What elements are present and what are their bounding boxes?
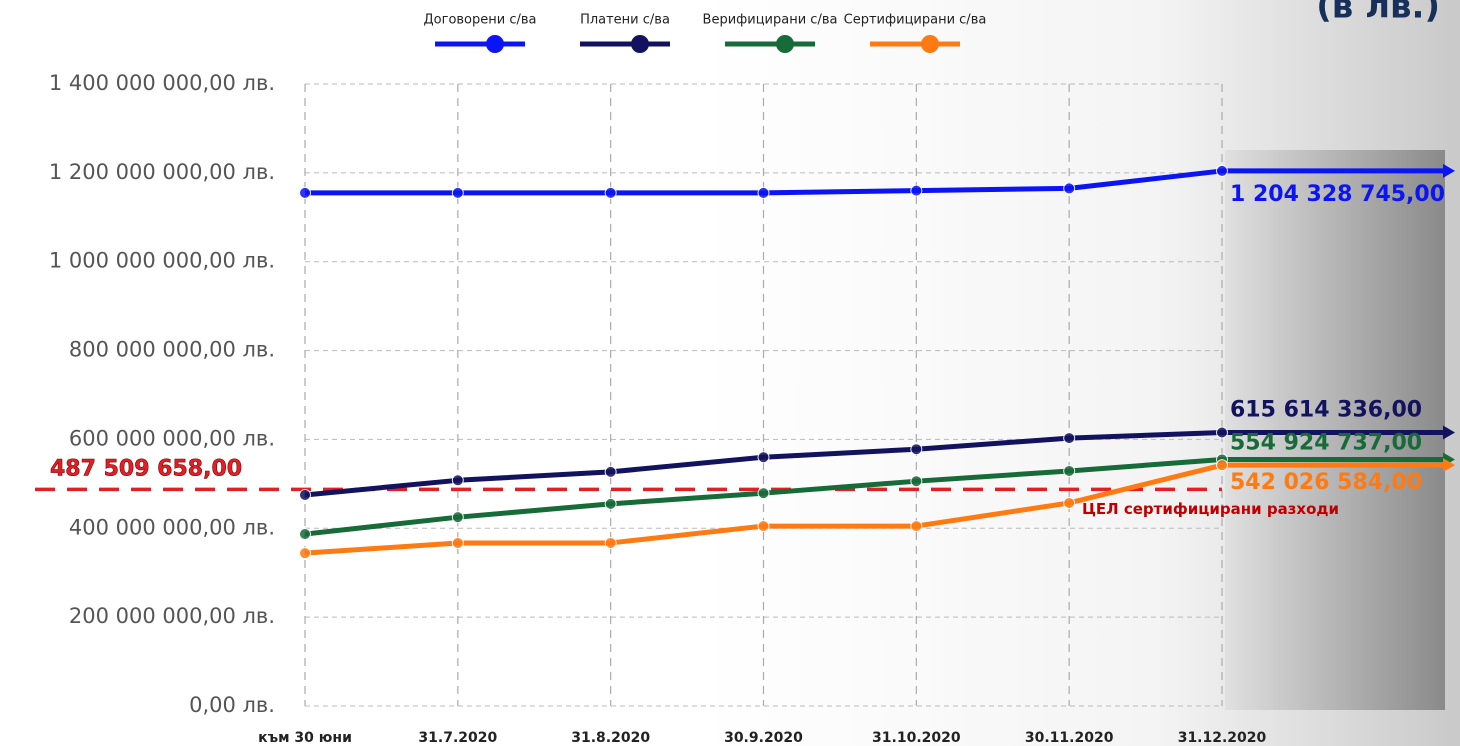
- series-arrow-head: [1443, 163, 1455, 178]
- x-tick-label: 31.10.2020: [872, 730, 961, 746]
- x-tick-label: към 30 юни: [258, 730, 352, 746]
- data-point: [1063, 182, 1076, 195]
- data-point: [604, 497, 617, 510]
- series-arrow-head: [1443, 425, 1455, 440]
- data-point: [451, 536, 464, 549]
- y-tick-label: 400 000 000,00 лв.: [69, 515, 275, 539]
- target-name: ЦЕЛ сертифицирани разходи: [1082, 500, 1339, 518]
- legend-marker: [631, 35, 649, 53]
- value-label: 1 204 328 745,00: [1230, 182, 1445, 207]
- data-point: [1063, 496, 1076, 509]
- data-point: [451, 511, 464, 524]
- y-tick-label: 1 200 000 000,00 лв.: [49, 160, 275, 184]
- data-point: [1063, 432, 1076, 445]
- y-tick-label: 800 000 000,00 лв.: [69, 338, 275, 362]
- data-point: [299, 488, 311, 501]
- value-label: 554 924 737,00: [1230, 430, 1422, 455]
- y-tick-label: 1 000 000 000,00 лв.: [49, 249, 275, 273]
- data-point: [604, 186, 617, 199]
- data-point: [910, 443, 923, 456]
- legend-label: Сертифицирани с/ва: [844, 13, 987, 28]
- data-point: [299, 528, 311, 541]
- data-point: [1216, 164, 1228, 177]
- x-tick-label: 31.7.2020: [418, 730, 497, 746]
- data-point: [1216, 459, 1228, 472]
- legend-label: Верифицирани с/ва: [703, 13, 838, 28]
- data-point: [757, 451, 770, 464]
- y-tick-label: 600 000 000,00 лв.: [69, 426, 275, 450]
- data-point: [910, 184, 923, 197]
- chart-title: (в лв.): [1316, 0, 1440, 27]
- legend-label: Договорени с/ва: [424, 13, 537, 28]
- data-point: [299, 186, 311, 199]
- x-tick-label: 30.11.2020: [1025, 730, 1114, 746]
- data-point: [451, 186, 464, 199]
- legend-marker: [921, 35, 939, 53]
- value-label: 542 026 584,00: [1230, 470, 1422, 495]
- legend-marker: [776, 35, 794, 53]
- data-point: [757, 186, 770, 199]
- legend-label: Платени с/ва: [580, 13, 670, 28]
- x-tick-label: 31.8.2020: [571, 730, 650, 746]
- data-point: [451, 474, 464, 487]
- data-point: [299, 547, 311, 560]
- y-tick-label: 0,00 лв.: [189, 693, 275, 717]
- data-point: [604, 536, 617, 549]
- series-arrow-head: [1443, 458, 1455, 473]
- y-tick-label: 1 400 000 000,00 лв.: [49, 71, 275, 95]
- data-point: [604, 465, 617, 478]
- y-tick-label: 200 000 000,00 лв.: [69, 604, 275, 628]
- data-point: [757, 520, 770, 533]
- x-tick-label: 31.12.2020: [1178, 730, 1267, 746]
- data-point: [1063, 464, 1076, 477]
- x-tick-label: 30.9.2020: [724, 730, 803, 746]
- data-point: [910, 475, 923, 488]
- data-point: [757, 487, 770, 500]
- target-label: 487 509 658,00: [50, 456, 242, 481]
- data-point: [1216, 426, 1228, 439]
- data-point: [910, 520, 923, 533]
- legend-marker: [486, 35, 504, 53]
- value-label: 615 614 336,00: [1230, 397, 1422, 422]
